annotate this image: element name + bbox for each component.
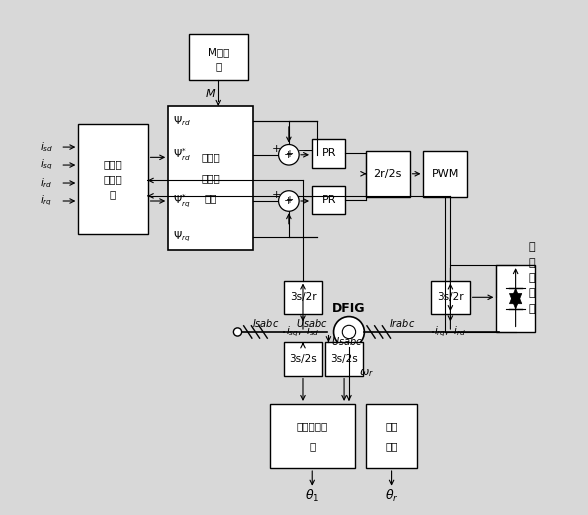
Text: 3s/2s: 3s/2s bbox=[330, 354, 358, 364]
Bar bbox=[312, 185, 345, 214]
Text: 转: 转 bbox=[529, 242, 535, 252]
Circle shape bbox=[333, 317, 365, 348]
Bar bbox=[284, 281, 322, 314]
Circle shape bbox=[342, 325, 356, 339]
Text: 3s/2r: 3s/2r bbox=[437, 293, 464, 302]
Text: 控制: 控制 bbox=[204, 194, 217, 203]
Text: $\Psi_{rq}$: $\Psi_{rq}$ bbox=[173, 230, 191, 244]
Text: 定子磁场检: 定子磁场检 bbox=[296, 421, 328, 431]
Bar bbox=[270, 404, 355, 468]
Text: 转子磁: 转子磁 bbox=[201, 152, 220, 162]
Text: 链弱磁: 链弱磁 bbox=[201, 173, 220, 183]
Bar bbox=[284, 342, 322, 375]
Bar bbox=[366, 404, 417, 468]
Text: $-$: $-$ bbox=[296, 144, 307, 153]
Text: 器: 器 bbox=[529, 304, 535, 314]
Text: PWM: PWM bbox=[432, 169, 459, 179]
Text: PR: PR bbox=[322, 195, 336, 205]
Text: $\Psi_{rd}^{*}$: $\Psi_{rd}^{*}$ bbox=[173, 146, 191, 163]
Bar bbox=[423, 151, 467, 197]
Text: 3s/2r: 3s/2r bbox=[290, 293, 316, 302]
Text: $Usabc$: $Usabc$ bbox=[296, 317, 328, 329]
Text: PR: PR bbox=[322, 148, 336, 159]
Bar bbox=[189, 34, 248, 80]
Text: $i_{sq},\ i_{sd}$: $i_{sq},\ i_{sd}$ bbox=[286, 325, 320, 339]
Text: 3s/2s: 3s/2s bbox=[289, 354, 317, 364]
Text: $M$: $M$ bbox=[205, 87, 217, 99]
Bar bbox=[496, 265, 535, 332]
Text: 换: 换 bbox=[529, 288, 535, 299]
Text: $Isabc$: $Isabc$ bbox=[252, 317, 279, 329]
Bar bbox=[325, 342, 363, 375]
Text: 积分: 积分 bbox=[385, 421, 398, 431]
Circle shape bbox=[280, 192, 298, 210]
Text: $i_{rd}$: $i_{rd}$ bbox=[40, 176, 52, 190]
Bar bbox=[168, 106, 253, 250]
Circle shape bbox=[233, 328, 242, 336]
Text: $-$: $-$ bbox=[302, 144, 313, 157]
Text: 变: 变 bbox=[529, 273, 535, 283]
Text: $\theta_1$: $\theta_1$ bbox=[305, 488, 319, 504]
Text: $i_{sd}$: $i_{sd}$ bbox=[40, 140, 53, 154]
Text: $i_{rq}$: $i_{rq}$ bbox=[40, 194, 52, 208]
Text: $+$: $+$ bbox=[271, 143, 281, 154]
Text: +: + bbox=[285, 149, 293, 159]
Text: 2r/2s: 2r/2s bbox=[373, 169, 402, 179]
Text: $\omega_r$: $\omega_r$ bbox=[359, 367, 374, 379]
Text: $+$: $+$ bbox=[271, 190, 281, 200]
Circle shape bbox=[280, 146, 298, 164]
Text: +: + bbox=[284, 196, 293, 206]
Text: $i_{rq},\ i_{rd}$: $i_{rq},\ i_{rd}$ bbox=[435, 325, 466, 339]
Text: 算: 算 bbox=[110, 190, 116, 200]
Text: $-$: $-$ bbox=[296, 190, 307, 200]
Text: $\Psi_{rd}$: $\Psi_{rd}$ bbox=[173, 114, 191, 128]
Text: 算: 算 bbox=[215, 61, 221, 72]
Polygon shape bbox=[509, 294, 522, 309]
Text: 测: 测 bbox=[309, 441, 315, 451]
Text: +: + bbox=[285, 195, 293, 205]
Bar bbox=[366, 151, 410, 197]
Text: $i_{sq}$: $i_{sq}$ bbox=[40, 158, 53, 172]
Text: 子: 子 bbox=[529, 258, 535, 268]
Circle shape bbox=[279, 145, 299, 165]
Bar bbox=[78, 124, 148, 234]
Text: M值计: M值计 bbox=[208, 47, 229, 57]
Text: 变换: 变换 bbox=[385, 441, 398, 451]
Text: $\theta_r$: $\theta_r$ bbox=[385, 488, 399, 504]
Polygon shape bbox=[509, 288, 522, 304]
Text: $Irabc$: $Irabc$ bbox=[389, 317, 415, 329]
Circle shape bbox=[279, 191, 299, 211]
Bar bbox=[431, 281, 470, 314]
Text: +: + bbox=[284, 150, 293, 160]
Text: DFIG: DFIG bbox=[332, 302, 366, 315]
Text: 磁链计: 磁链计 bbox=[103, 174, 122, 184]
Text: $\Psi_{rq}^{*}$: $\Psi_{rq}^{*}$ bbox=[173, 192, 191, 210]
Text: $Usabc$: $Usabc$ bbox=[331, 335, 363, 347]
Text: 定转子: 定转子 bbox=[103, 159, 122, 169]
Bar bbox=[312, 140, 345, 167]
Text: $-$: $-$ bbox=[302, 191, 313, 203]
